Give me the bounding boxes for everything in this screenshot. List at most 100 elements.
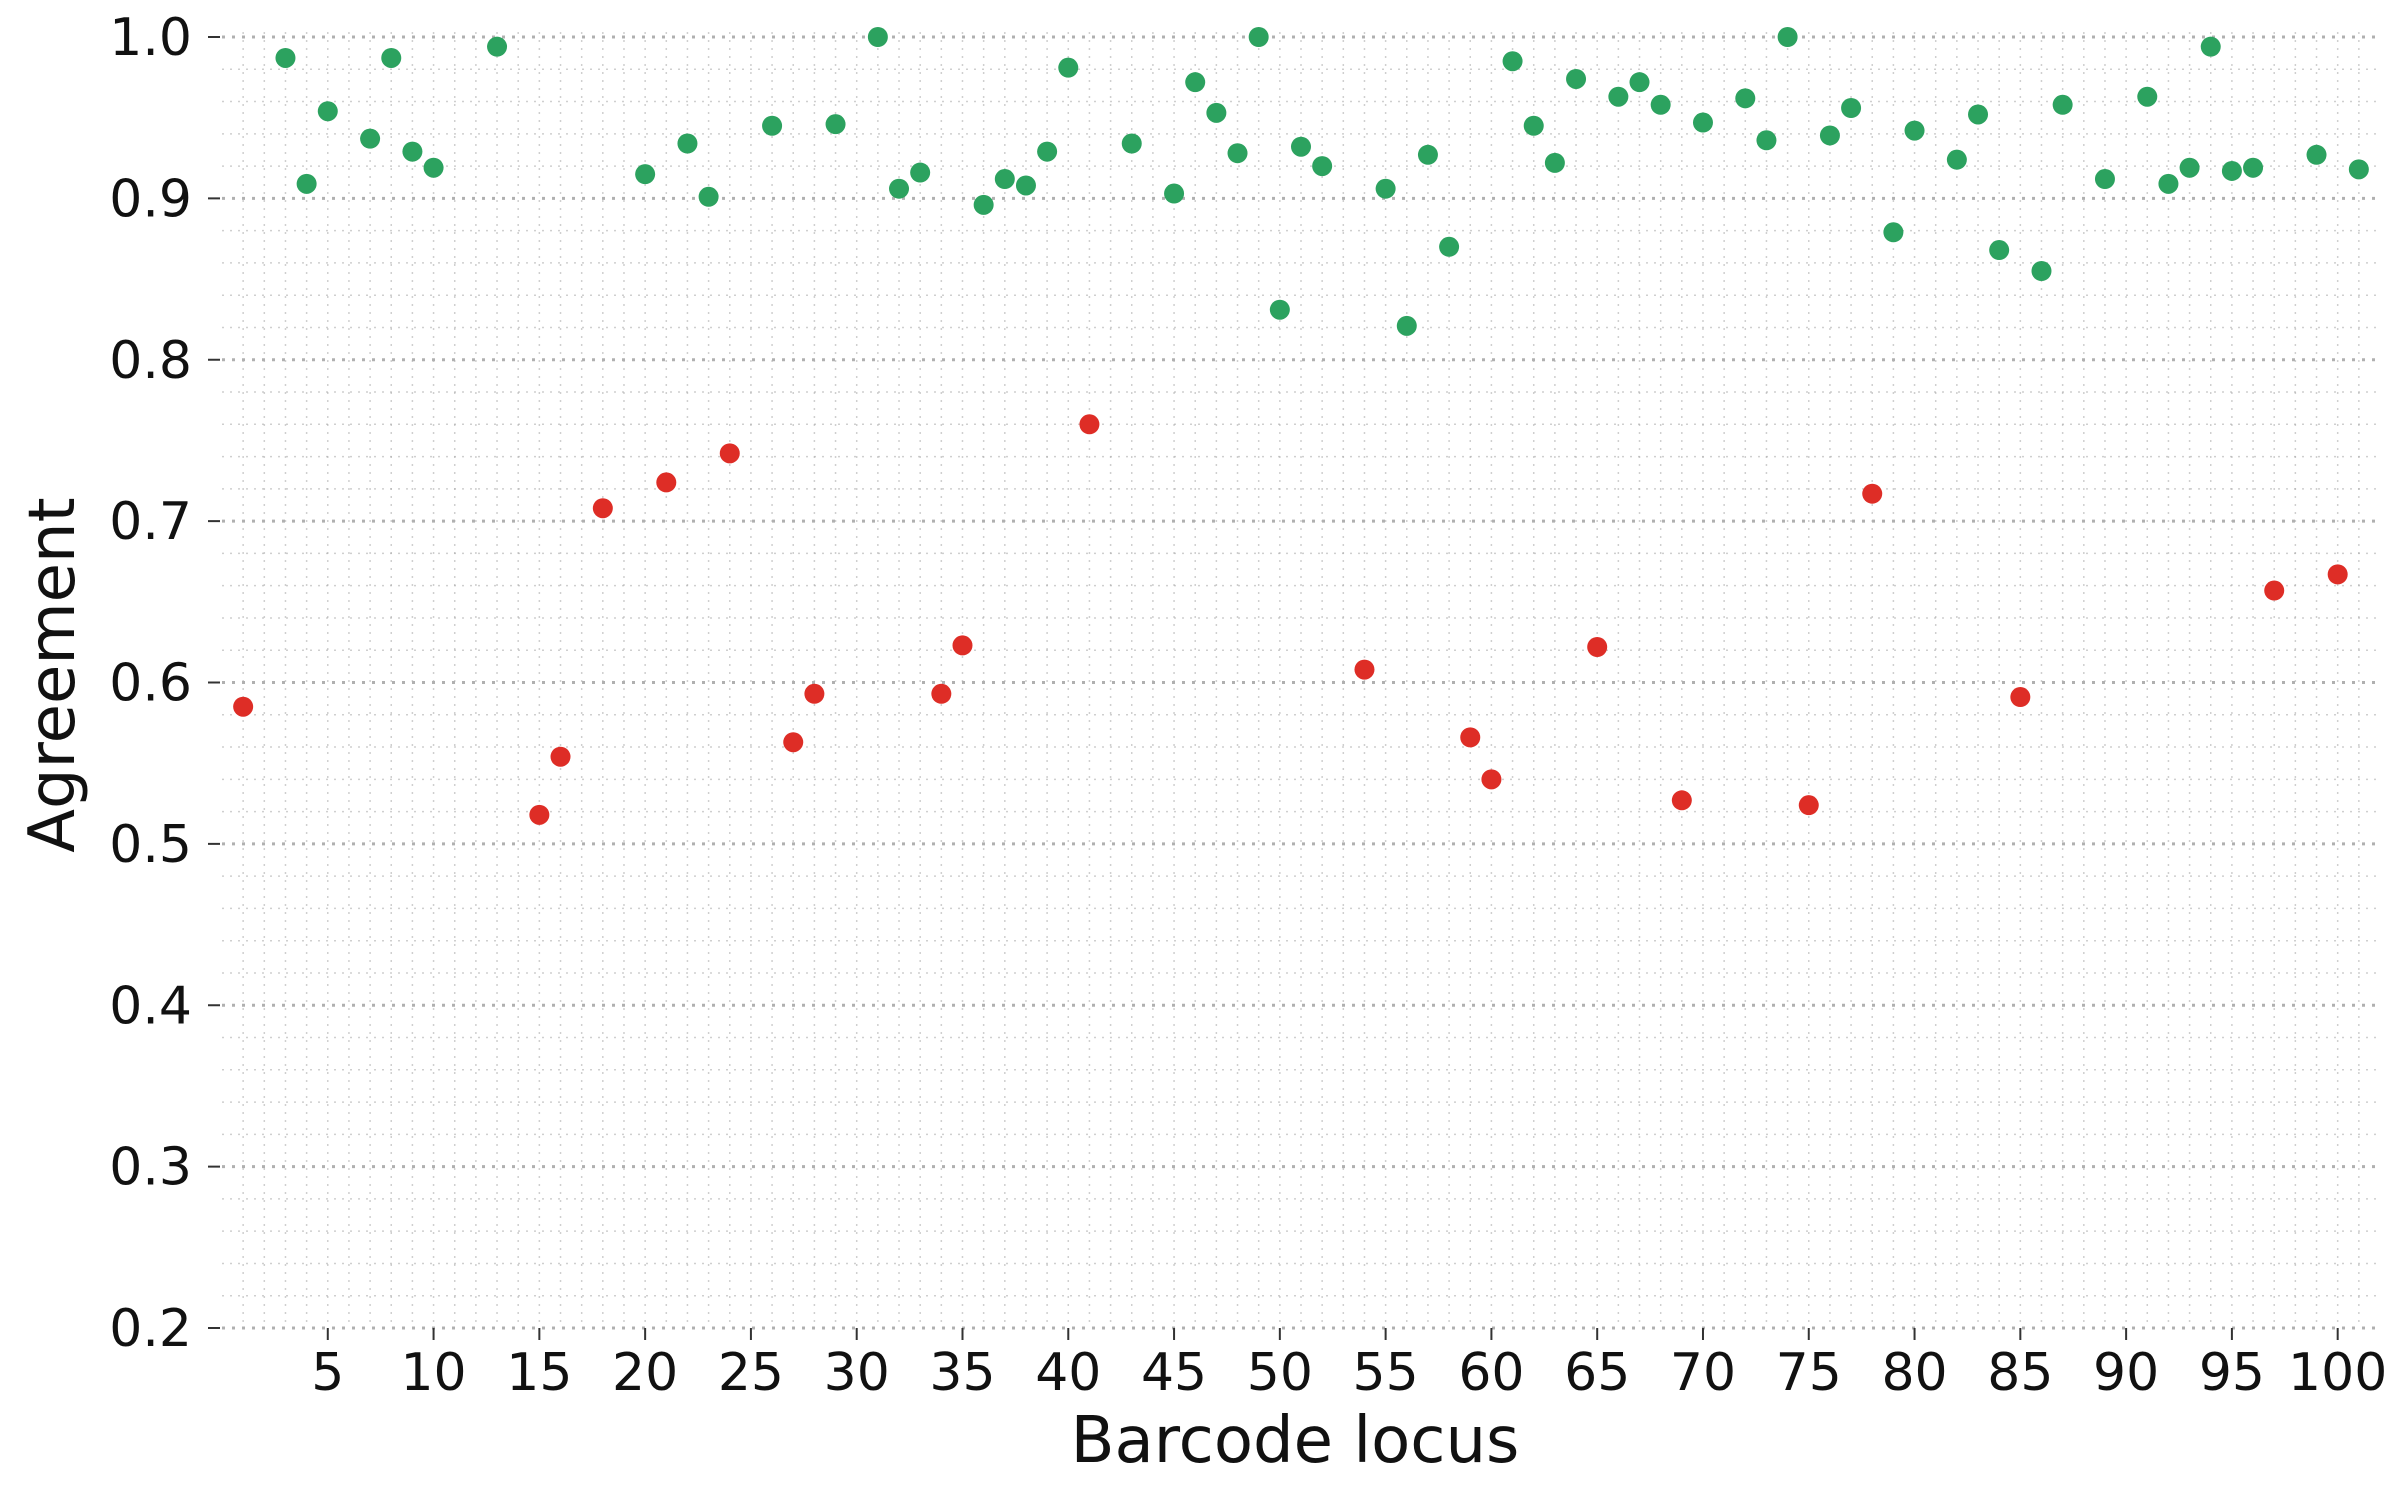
high-agreement-point: [2200, 36, 2221, 57]
high-agreement-point: [1946, 149, 1967, 170]
x-tick-label: 20: [612, 1343, 678, 1403]
low-agreement-point: [719, 443, 740, 464]
y-tick-label: 0.6: [109, 654, 192, 714]
y-tick-label: 0.3: [109, 1138, 192, 1198]
low-agreement-point: [1671, 790, 1692, 811]
y-tick-label: 0.7: [109, 492, 192, 552]
low-agreement-point: [529, 804, 550, 825]
high-agreement-point: [1269, 299, 1290, 320]
x-tick-label: 10: [400, 1343, 466, 1403]
high-agreement-point: [2158, 173, 2179, 194]
high-agreement-point: [1989, 240, 2010, 261]
x-tick-label: 80: [1881, 1343, 1947, 1403]
low-agreement-point: [931, 683, 952, 704]
high-agreement-point: [1375, 178, 1396, 199]
high-agreement-point: [2243, 157, 2264, 178]
y-tick-label: 0.8: [109, 331, 192, 391]
low-agreement-point: [233, 696, 254, 717]
high-agreement-point: [677, 133, 698, 154]
x-tick-label: 15: [506, 1343, 572, 1403]
low-agreement-point: [656, 472, 677, 493]
x-tick-label: 70: [1670, 1343, 1736, 1403]
high-agreement-point: [1968, 104, 1989, 125]
low-agreement-point: [2010, 687, 2031, 708]
x-tick-label: 40: [1035, 1343, 1101, 1403]
x-tick-label: 50: [1247, 1343, 1313, 1403]
high-agreement-point: [1121, 133, 1142, 154]
x-tick-label: 90: [2093, 1343, 2159, 1403]
high-agreement-point: [1692, 112, 1713, 133]
high-agreement-point: [1291, 136, 1311, 157]
low-agreement-point: [1587, 636, 1608, 657]
x-tick-label: 25: [718, 1343, 784, 1403]
high-agreement-point: [1566, 68, 1587, 89]
x-tick-label: 5: [311, 1343, 344, 1403]
high-agreement-point: [296, 173, 317, 194]
high-agreement-point: [423, 157, 444, 178]
y-axis-label: Agreement: [16, 497, 90, 852]
high-agreement-point: [487, 36, 508, 57]
high-agreement-point: [360, 128, 381, 149]
high-agreement-point: [1164, 183, 1185, 204]
high-agreement-point: [1756, 130, 1777, 151]
low-agreement-point: [592, 498, 613, 519]
high-agreement-point: [1502, 51, 1523, 72]
x-tick-label: 55: [1353, 1343, 1419, 1403]
high-agreement-point: [1015, 175, 1036, 196]
low-agreement-point: [1079, 414, 1100, 435]
high-agreement-point: [973, 194, 994, 215]
y-tick-label: 1.0: [109, 8, 192, 68]
low-agreement-point: [1354, 659, 1375, 680]
high-agreement-point: [317, 101, 338, 122]
high-agreement-point: [1417, 144, 1438, 165]
low-agreement-point: [783, 732, 804, 753]
high-agreement-point: [1819, 125, 1840, 146]
x-tick-label: 35: [929, 1343, 995, 1403]
high-agreement-point: [275, 47, 296, 68]
x-tick-label: 60: [1458, 1343, 1524, 1403]
high-agreement-point: [1037, 141, 1058, 162]
high-agreement-point: [910, 162, 931, 183]
high-agreement-point: [1841, 98, 1862, 119]
high-agreement-point: [698, 186, 719, 207]
x-tick-label: 75: [1776, 1343, 1842, 1403]
high-agreement-point: [2094, 169, 2115, 190]
high-agreement-point: [1650, 94, 1671, 115]
high-agreement-point: [2221, 160, 2242, 181]
major-grid: [222, 35, 2380, 1330]
x-tick-label: 65: [1564, 1343, 1630, 1403]
high-agreement-point: [1629, 72, 1650, 93]
high-agreement-point: [825, 114, 846, 135]
x-tick-label: 95: [2199, 1343, 2265, 1403]
low-agreement-point: [1798, 795, 1819, 816]
low-agreement-point: [550, 746, 571, 767]
high-agreement-point: [1185, 72, 1206, 93]
high-agreement-point: [2306, 144, 2327, 165]
x-tick-label: 100: [2288, 1343, 2387, 1403]
high-agreement-point: [1206, 102, 1227, 123]
high-agreement-point: [1523, 115, 1544, 136]
high-agreement-point: [867, 27, 888, 47]
minor-grid: [222, 32, 2380, 1328]
high-agreement-point: [2031, 260, 2052, 281]
high-agreement-point: [402, 141, 423, 162]
high-agreement-point: [1883, 222, 1904, 243]
high-agreement-point: [762, 115, 783, 136]
high-agreement-point: [1058, 57, 1079, 78]
high-agreement-point: [1904, 120, 1925, 141]
y-tick-label: 0.5: [109, 815, 192, 875]
high-agreement-point: [1396, 315, 1417, 336]
low-agreement-point: [1481, 769, 1502, 790]
high-agreement-point: [2179, 157, 2200, 178]
high-agreement-point: [1248, 27, 1269, 47]
high-agreement-point: [1227, 143, 1248, 164]
high-agreement-point: [1608, 86, 1629, 107]
high-agreement-point: [2137, 86, 2158, 107]
low-agreement-point: [2264, 580, 2285, 601]
high-agreement-point: [635, 164, 656, 185]
x-tick-label: 45: [1141, 1343, 1207, 1403]
y-tick-label: 0.9: [109, 169, 192, 229]
x-tick-label: 30: [824, 1343, 890, 1403]
y-tick-label: 0.4: [109, 976, 192, 1036]
